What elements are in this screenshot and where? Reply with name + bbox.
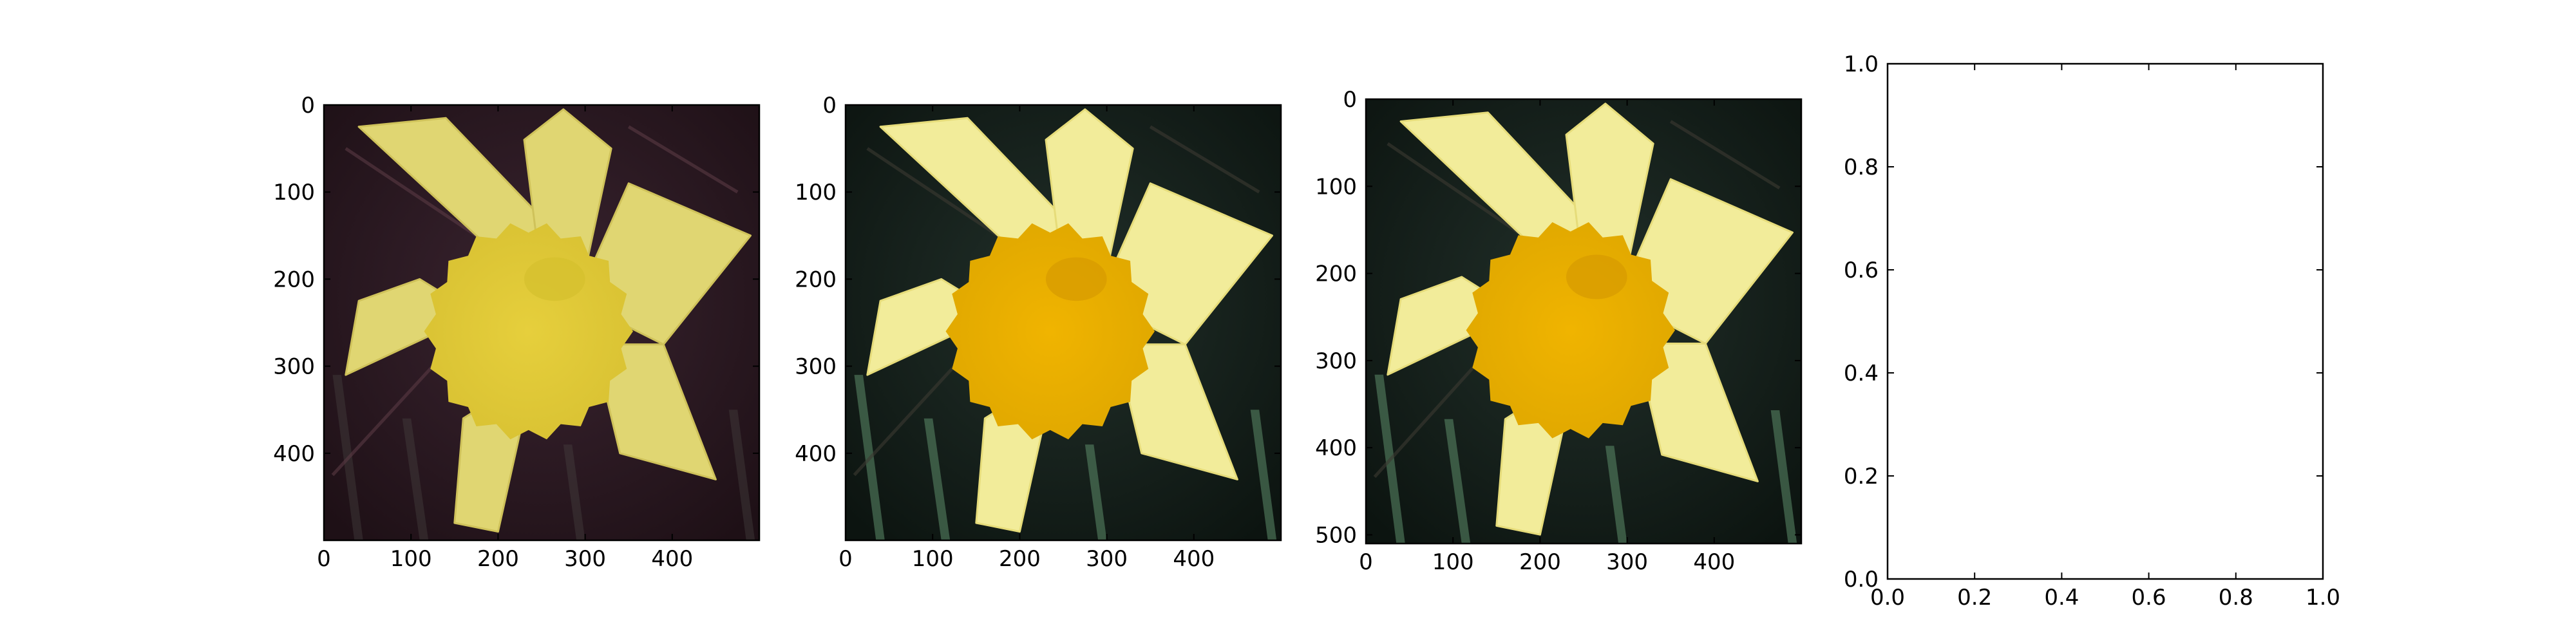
x-tick-label: 300 <box>564 546 606 572</box>
y-tick-label: 0.6 <box>1844 258 1879 283</box>
y-tick-label: 0 <box>301 93 315 118</box>
x-tick-label: 0 <box>1359 549 1373 575</box>
subplot-3: 0 100 200 300 400 0 100 200 300 400 500 <box>1315 87 1803 575</box>
axes-frame <box>1365 98 1803 545</box>
stem <box>563 444 585 540</box>
x-tick-label: 0.2 <box>1957 585 1992 611</box>
y-tick-label: 400 <box>795 441 837 467</box>
x-tick-label: 400 <box>1693 549 1735 575</box>
stem <box>1250 410 1277 540</box>
y-tick-label: 200 <box>1315 261 1357 287</box>
image-2 <box>846 105 1281 540</box>
y-tick-label: 0.4 <box>1844 361 1879 386</box>
x-tick-label: 200 <box>477 546 519 572</box>
subplot-2: 0 100 200 300 400 0 100 200 300 400 <box>795 93 1282 572</box>
x-tick-label: 100 <box>390 546 432 572</box>
x-tick-label: 1.0 <box>2306 585 2340 611</box>
y-tick-label: 100 <box>795 180 837 205</box>
petal <box>1114 343 1238 480</box>
twig <box>331 365 434 477</box>
y-tick-label: 1.0 <box>1844 52 1879 77</box>
stamen <box>1045 257 1107 301</box>
x-tick-label: 100 <box>912 546 954 572</box>
twig <box>1149 125 1260 194</box>
stem <box>1605 446 1627 544</box>
y-tick-label: 0.8 <box>1844 155 1879 180</box>
subplot-1: 0 100 200 300 400 0 100 200 300 400 <box>273 93 761 572</box>
twig <box>1373 365 1476 478</box>
image-1 <box>324 105 759 540</box>
y-tick-label: 100 <box>1315 174 1357 200</box>
stem <box>1084 444 1107 540</box>
y-tick-label: 0 <box>1343 87 1357 113</box>
axes-frame <box>1886 62 2324 580</box>
twig <box>345 147 477 237</box>
y-tick-label: 500 <box>1315 522 1357 548</box>
y-tick-label: 0.2 <box>1844 464 1879 489</box>
x-tick-label: 0 <box>317 546 331 572</box>
stem <box>1770 410 1797 544</box>
petal <box>592 343 717 480</box>
y-tick-label: 200 <box>795 267 837 292</box>
x-tick-label: 0.6 <box>2132 585 2166 611</box>
x-tick-label: 400 <box>651 546 693 572</box>
x-tick-label: 100 <box>1432 549 1474 575</box>
image-3 <box>1366 99 1801 544</box>
y-tick-label: 200 <box>273 267 315 292</box>
stem <box>728 410 755 540</box>
y-tick-label: 300 <box>273 354 315 380</box>
y-tick-label: 300 <box>795 354 837 380</box>
stamen <box>524 257 585 301</box>
y-tick-label: 100 <box>273 180 315 205</box>
x-tick-label: 0.4 <box>2044 585 2079 611</box>
x-tick-label: 0.8 <box>2219 585 2253 611</box>
y-tick-label: 300 <box>1315 348 1357 374</box>
x-tick-label: 300 <box>1086 546 1128 572</box>
x-tick-label: 200 <box>1519 549 1561 575</box>
stem <box>402 418 429 540</box>
y-tick-label: 0 <box>822 93 837 118</box>
petal <box>1634 343 1759 482</box>
stamen <box>1566 254 1627 299</box>
y-tick-label: 400 <box>1315 435 1357 461</box>
twig <box>853 365 956 477</box>
y-tick-label: 400 <box>273 441 315 467</box>
twig <box>866 147 999 237</box>
stem <box>1444 419 1471 544</box>
twig <box>1387 142 1520 234</box>
stem <box>923 418 951 540</box>
axes-frame <box>323 104 761 542</box>
subplot-4: 0.0 0.2 0.4 0.6 0.8 1.0 0.0 0.2 0.4 0.6 0.8 1.0 <box>1844 52 2340 611</box>
x-tick-label: 200 <box>999 546 1041 572</box>
axes-frame <box>844 104 1282 542</box>
x-tick-label: 0.0 <box>1870 585 1905 611</box>
twig <box>627 125 739 194</box>
x-tick-label: 400 <box>1173 546 1215 572</box>
x-tick-label: 0 <box>838 546 853 572</box>
y-tick-label: 0.0 <box>1844 567 1879 592</box>
twig <box>1669 120 1781 190</box>
x-tick-label: 300 <box>1606 549 1648 575</box>
